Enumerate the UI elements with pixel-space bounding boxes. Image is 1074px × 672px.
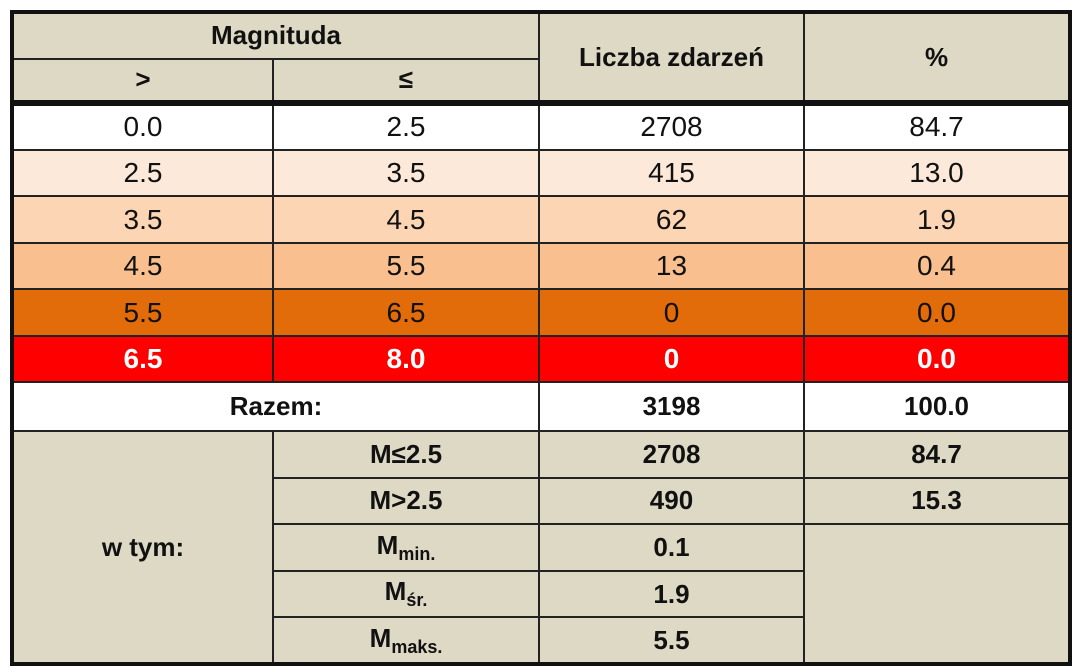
table-row: Razem: 3198 100.0 [11, 381, 1071, 433]
data-table: Magnituda Liczba zdarzeń% > ≤0.0 2.5 2708 84.7… [10, 10, 1072, 666]
data-cell: 4.5 [11, 241, 274, 291]
table-row: 2.5 3.5 415 13.0 [11, 148, 1071, 198]
stat-symbol: M [369, 622, 392, 653]
empty-cell [803, 523, 1071, 665]
table-row: 5.5 6.5 0 0.0 [11, 288, 1071, 337]
breakdown-cell: 84.7 [803, 430, 1071, 479]
table-row: 4.5 5.5 13 0.4 [11, 241, 1071, 291]
data-cell: 0.0 [11, 102, 274, 151]
table-row: 3.5 4.5 62 1.9 [11, 195, 1071, 244]
data-cell: 2.5 [11, 148, 274, 198]
table-row: Mśr. 1.9 [12, 569, 1070, 619]
stat-value: 0.1 [538, 523, 805, 572]
data-cell: 415 [538, 148, 805, 198]
data-cell: 4.5 [272, 195, 540, 244]
data-cell: 3.5 [11, 195, 274, 244]
data-cell: 2.5 [272, 102, 540, 151]
total-label: Razem: [11, 381, 540, 433]
stat-label: Mśr. [272, 569, 540, 619]
data-cell: 6.5 [272, 288, 540, 337]
stat-value: 1.9 [538, 569, 805, 619]
total-cell: 3198 [538, 381, 805, 433]
table-row: M>2.5 490 15.3 [12, 476, 1071, 526]
table-row: Magnituda Liczba zdarzeń% [11, 10, 1071, 107]
breakdown-cell: 2708 [538, 430, 805, 479]
stat-value: 5.5 [538, 616, 805, 665]
data-cell: 1.9 [803, 195, 1071, 244]
stat-subscript: maks. [391, 636, 443, 657]
data-cell: 13.0 [803, 148, 1071, 198]
stat-subscript: śr. [406, 590, 428, 611]
data-cell: 84.7 [803, 102, 1071, 151]
stat-symbol: M [376, 529, 399, 560]
data-cell: 0.4 [803, 241, 1071, 291]
breakdown-cell: M>2.5 [272, 476, 540, 526]
data-cell: 2708 [538, 102, 805, 151]
data-cell: 0.0 [803, 288, 1071, 337]
stat-symbol: M [384, 576, 407, 607]
table-row: 0.0 2.5 2708 84.7 [11, 102, 1071, 151]
header-cell: ≤ [272, 57, 540, 107]
stat-label: Mmin. [272, 523, 540, 572]
data-cell: 62 [538, 195, 805, 244]
table-container: Magnituda Liczba zdarzeń% > ≤0.0 2.5 2708 84.7… [10, 10, 1072, 666]
data-cell: 8.0 [272, 334, 540, 384]
stat-subscript: min. [398, 544, 436, 565]
table-row: 6.5 8.0 0 0.0 [11, 334, 1071, 384]
breakdown-label: w tym: [11, 430, 274, 665]
data-cell: 6.5 [11, 334, 274, 384]
breakdown-cell: M≤2.5 [272, 430, 540, 479]
total-cell: 100.0 [803, 381, 1071, 433]
table-row: Mmin. 0.1 [12, 523, 1071, 665]
breakdown-cell: 490 [538, 476, 805, 526]
header-cell: Liczba zdarzeń [538, 10, 805, 107]
table-row: Mmaks. 5.5 [12, 616, 1070, 665]
breakdown-cell: 15.3 [803, 476, 1071, 526]
data-cell: 13 [538, 241, 805, 291]
header-cell: Magnituda [11, 11, 540, 60]
stat-label: Mmaks. [272, 616, 540, 665]
table-row: w tym: M≤2.5 2708 84.7 [11, 430, 1071, 665]
header-cell: > [11, 57, 274, 107]
header-cell: % [803, 10, 1071, 107]
table-row: > ≤ [11, 57, 1070, 107]
data-cell: 0.0 [803, 334, 1071, 384]
data-cell: 0 [538, 288, 805, 337]
data-cell: 5.5 [11, 288, 274, 337]
data-cell: 0 [538, 334, 805, 384]
data-cell: 5.5 [272, 241, 540, 291]
data-cell: 3.5 [272, 148, 540, 198]
